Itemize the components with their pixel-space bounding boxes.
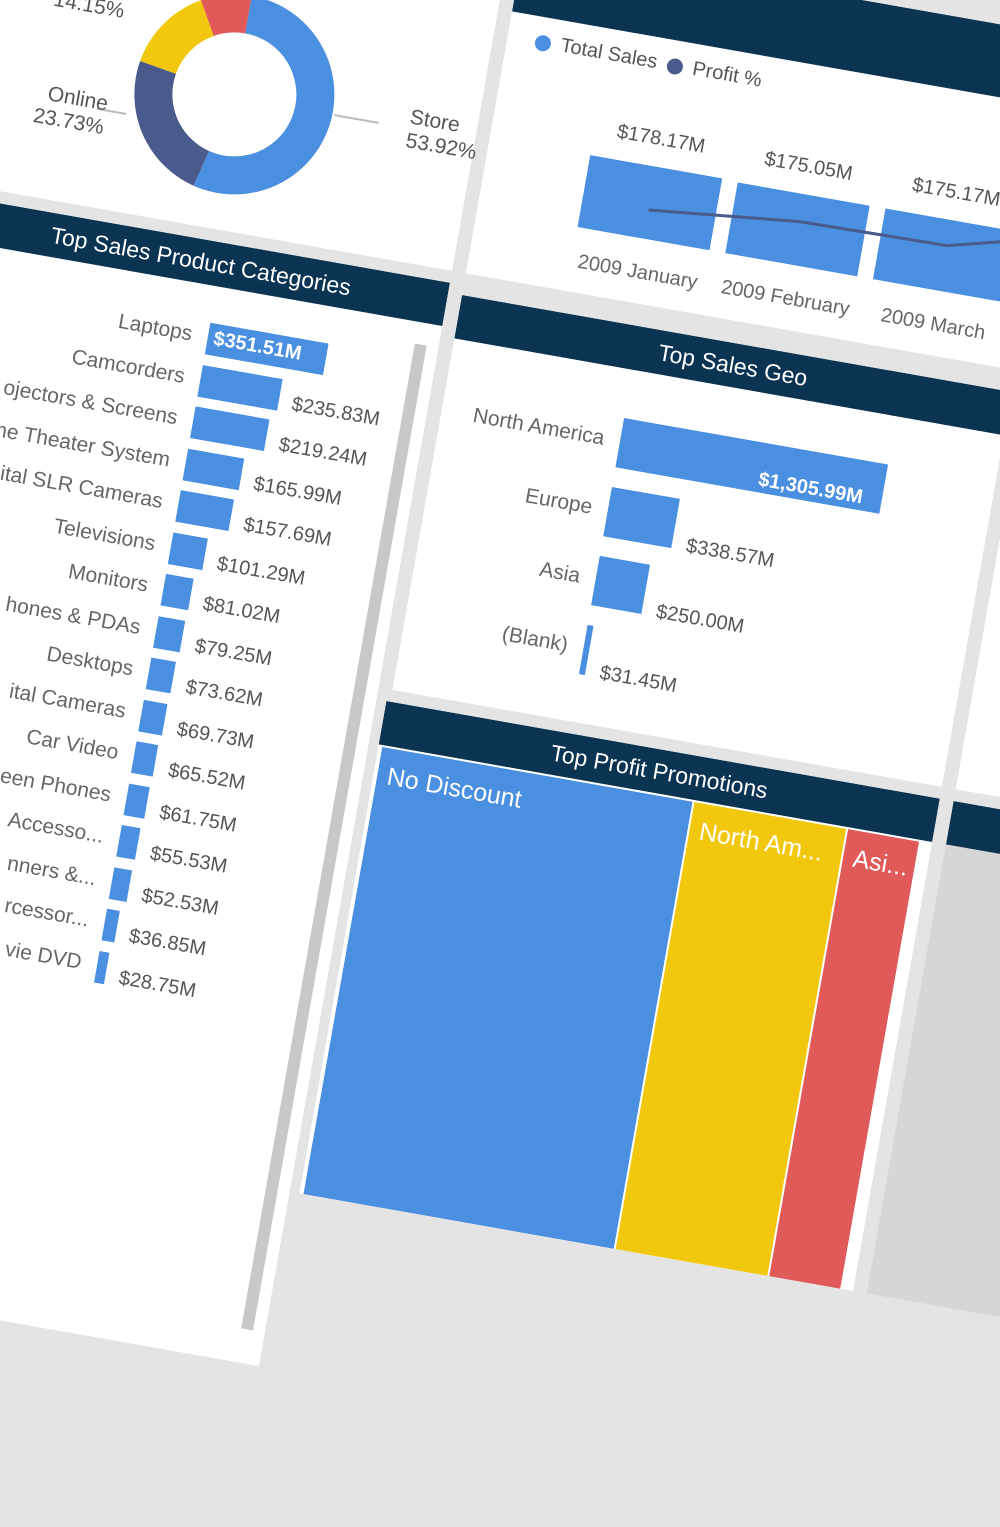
map-header xyxy=(945,801,1000,897)
geo-label: (Blank) xyxy=(500,622,570,657)
category-value-label: $61.75M xyxy=(157,801,239,837)
channel-donut-panel xyxy=(0,0,511,271)
month-label: 2009 January xyxy=(576,251,699,294)
category-value-label: $157.69M xyxy=(241,513,334,551)
geo-bar[interactable] xyxy=(578,624,594,676)
category-bar[interactable] xyxy=(108,866,133,902)
category-value-label: $79.25M xyxy=(193,634,274,670)
category-value-label: $219.24M xyxy=(277,433,369,471)
geo-value-label: $31.45M xyxy=(598,661,679,698)
category-bar[interactable] xyxy=(182,448,245,490)
category-bar[interactable] xyxy=(131,741,159,777)
category-label: Laptops xyxy=(116,309,195,346)
category-value-label: $101.29M xyxy=(215,552,307,590)
category-bar[interactable] xyxy=(145,657,177,694)
sales-trend-panel: Total Sales Profit % $178.17M 2009 Januar… xyxy=(465,0,1000,378)
sales-value-label: $178.17M xyxy=(615,121,706,158)
geo-bar[interactable] xyxy=(591,555,651,615)
geo-chart: North America $1,305.99M Europe $338.57M Asi… xyxy=(392,295,1000,787)
trend-chart: $178.17M 2009 January $175.05M 2009 Februar… xyxy=(576,121,1000,344)
sales-geo-panel: Top Sales Geo North America $1,305.99M Eur… xyxy=(392,295,1000,787)
category-value-label: $81.02M xyxy=(201,592,282,629)
donut-slice[interactable] xyxy=(139,0,219,79)
month-label: 2009 February xyxy=(719,276,851,320)
category-bar[interactable] xyxy=(123,783,150,819)
geo-value-label: $338.57M xyxy=(684,534,776,573)
sales-value-label: $175.05M xyxy=(763,148,854,185)
category-bar[interactable] xyxy=(197,364,283,411)
geo-label: Europe xyxy=(523,484,595,519)
category-bar[interactable] xyxy=(101,908,120,943)
geo-label: Asia xyxy=(537,557,582,588)
geo-bar[interactable] xyxy=(603,486,681,549)
geo-value-label: $250.00M xyxy=(654,600,746,638)
category-bar[interactable] xyxy=(167,531,208,570)
category-bar[interactable] xyxy=(190,406,270,451)
month-label: 2009 March xyxy=(879,304,987,344)
category-value-label: $65.52M xyxy=(166,759,247,795)
category-value-label: $69.73M xyxy=(175,717,256,753)
leader-line xyxy=(96,107,127,115)
category-value-label: $55.53M xyxy=(148,842,229,878)
category-value-label: $52.53M xyxy=(139,884,221,920)
donut-slice[interactable] xyxy=(195,0,252,41)
category-value-label: $165.99M xyxy=(251,472,344,510)
category-value-label: $28.75M xyxy=(117,966,198,1002)
category-bar[interactable] xyxy=(175,490,234,532)
category-value-label: $235.83M xyxy=(290,392,382,430)
profit-line[interactable] xyxy=(648,174,1000,276)
sales-value-label: $175.17M xyxy=(911,174,1000,211)
category-value-label: $73.62M xyxy=(183,676,265,712)
category-bar[interactable] xyxy=(116,824,141,860)
category-value-label: $36.85M xyxy=(127,925,208,961)
donut-slice[interactable] xyxy=(119,60,222,188)
category-bar[interactable] xyxy=(94,950,110,984)
category-bar[interactable] xyxy=(138,699,168,736)
category-bar[interactable] xyxy=(153,615,186,652)
sales-bar[interactable] xyxy=(873,208,1000,303)
profit-promotions-panel: Top Profit Promotions No Discount North … xyxy=(299,701,940,1292)
sales-bar[interactable] xyxy=(725,182,870,277)
donut-chart xyxy=(96,0,379,210)
donut-slice[interactable] xyxy=(193,0,350,210)
leader-line xyxy=(334,114,379,124)
category-bar[interactable] xyxy=(160,573,194,611)
sales-bar[interactable] xyxy=(577,155,723,251)
